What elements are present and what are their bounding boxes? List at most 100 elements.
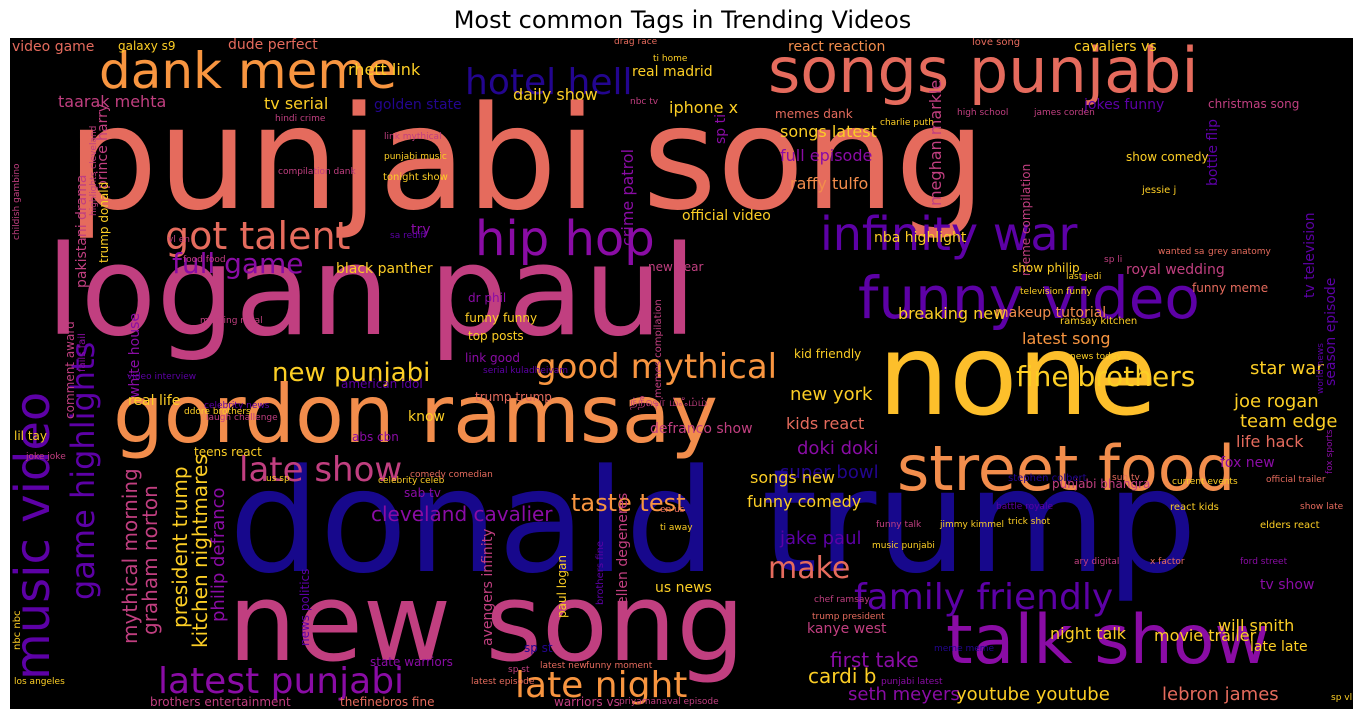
word: sp li — [1104, 255, 1123, 265]
word: compilation dank — [278, 167, 356, 177]
word: rhett link — [348, 60, 421, 79]
word: music punjabi — [872, 541, 935, 551]
word: latest new — [540, 661, 587, 671]
word: sa rediff — [390, 231, 427, 241]
word: comment award — [63, 321, 77, 419]
word: seth meyers — [848, 684, 960, 705]
word: paul logan — [555, 555, 569, 618]
word: punjabi music — [384, 152, 447, 162]
word: ford street — [1240, 557, 1288, 567]
word: funny meme — [1192, 281, 1269, 295]
word: link good — [465, 351, 520, 365]
word: comedy comedian — [410, 470, 493, 480]
word: joke joke — [26, 452, 66, 462]
word: top posts — [468, 329, 524, 343]
word: royal wedding — [1126, 262, 1225, 278]
word: nbc nbc — [12, 610, 23, 650]
word: christmas song — [1208, 97, 1300, 111]
word: food food — [183, 255, 226, 265]
word: sun tv — [1112, 473, 1140, 483]
word: sp st — [524, 641, 553, 655]
word: lebron james — [1162, 684, 1279, 705]
word: punjabi latest — [881, 677, 943, 687]
word: team edge — [1240, 411, 1338, 432]
word: stephen colbert — [1008, 473, 1087, 484]
word: youtube youtube — [956, 684, 1110, 705]
word: real life — [128, 393, 181, 409]
word: en us — [660, 505, 685, 515]
word: taarak mehta — [58, 92, 167, 111]
word: good mythical — [535, 347, 778, 387]
word: state warriors — [370, 655, 453, 669]
word: punjabi song — [67, 75, 986, 242]
word: donald trump — [229, 438, 1198, 605]
word: battle royale — [996, 502, 1054, 512]
word: tv television — [1302, 212, 1318, 298]
word: last jedi — [1066, 272, 1102, 282]
word: galaxy s9 — [118, 39, 176, 53]
word: funny talk — [876, 520, 922, 530]
word: latest punjabi — [158, 661, 405, 702]
word: cardi b — [808, 664, 877, 688]
word: show comedy — [1126, 150, 1209, 164]
word: raffy tulfo — [790, 174, 869, 193]
word: daily show — [513, 85, 598, 104]
word: drag race — [614, 38, 658, 47]
word: mythical morning — [118, 468, 142, 644]
word: sp ti — [713, 113, 729, 144]
word: dank meme — [99, 42, 397, 100]
word: avengers infinity — [480, 528, 496, 646]
word: defranco show — [650, 421, 753, 437]
word: priyamanaval episode — [619, 697, 719, 707]
word: warriors vs — [554, 695, 620, 709]
word: know — [408, 409, 445, 425]
word: thefinebros fine — [340, 695, 435, 709]
word: memes dank — [775, 107, 853, 121]
word: world news — [1316, 343, 1326, 394]
word: james corden — [1034, 108, 1095, 118]
word: will smith — [1218, 616, 1295, 635]
word: sp st — [508, 665, 530, 675]
word: ti home — [653, 54, 688, 64]
word: full game — [172, 247, 304, 280]
word: news today — [1070, 352, 1122, 362]
word: american idol — [341, 377, 423, 391]
word: hindi crime — [275, 114, 326, 124]
word: us news — [655, 580, 712, 596]
word: meme compilation — [1019, 163, 1033, 276]
word: nba highlight — [874, 230, 967, 246]
chart-title: Most common Tags in Trending Videos — [453, 6, 912, 34]
word: charlie puth — [880, 118, 934, 128]
word: full episode — [780, 146, 873, 165]
word: latest episode — [471, 677, 535, 687]
word: new song — [228, 561, 745, 686]
word: funny funny — [465, 311, 538, 325]
word: fine brothers — [1016, 360, 1196, 393]
word: trump trump — [475, 390, 552, 404]
word: hotel hell — [465, 62, 633, 103]
word: kitchen nightmares — [188, 454, 212, 648]
word: logan paul — [46, 220, 697, 364]
word: latest song — [1022, 329, 1111, 348]
word: vl en — [168, 235, 190, 245]
word: trump donald — [97, 181, 111, 263]
word: highlights cleveland — [89, 125, 99, 216]
word: season episode — [1323, 277, 1339, 386]
word: kanye west — [807, 621, 887, 637]
word: songs latest — [780, 122, 877, 141]
word: street food — [897, 432, 1236, 505]
word: makeup tutorial — [995, 305, 1107, 321]
word: jake paul — [780, 528, 862, 549]
word: fails fail — [77, 333, 88, 372]
word: tonight show — [383, 172, 448, 183]
word: los angeles — [14, 677, 65, 687]
word: video interview — [127, 372, 197, 382]
word: taste test — [571, 489, 686, 517]
word: us sp — [266, 474, 290, 484]
word: got talent — [165, 214, 351, 258]
word: celebrity celeb — [378, 476, 445, 486]
word: show philip — [1012, 261, 1080, 275]
word: trick shot — [1008, 517, 1051, 527]
word: iphone x — [669, 98, 739, 117]
